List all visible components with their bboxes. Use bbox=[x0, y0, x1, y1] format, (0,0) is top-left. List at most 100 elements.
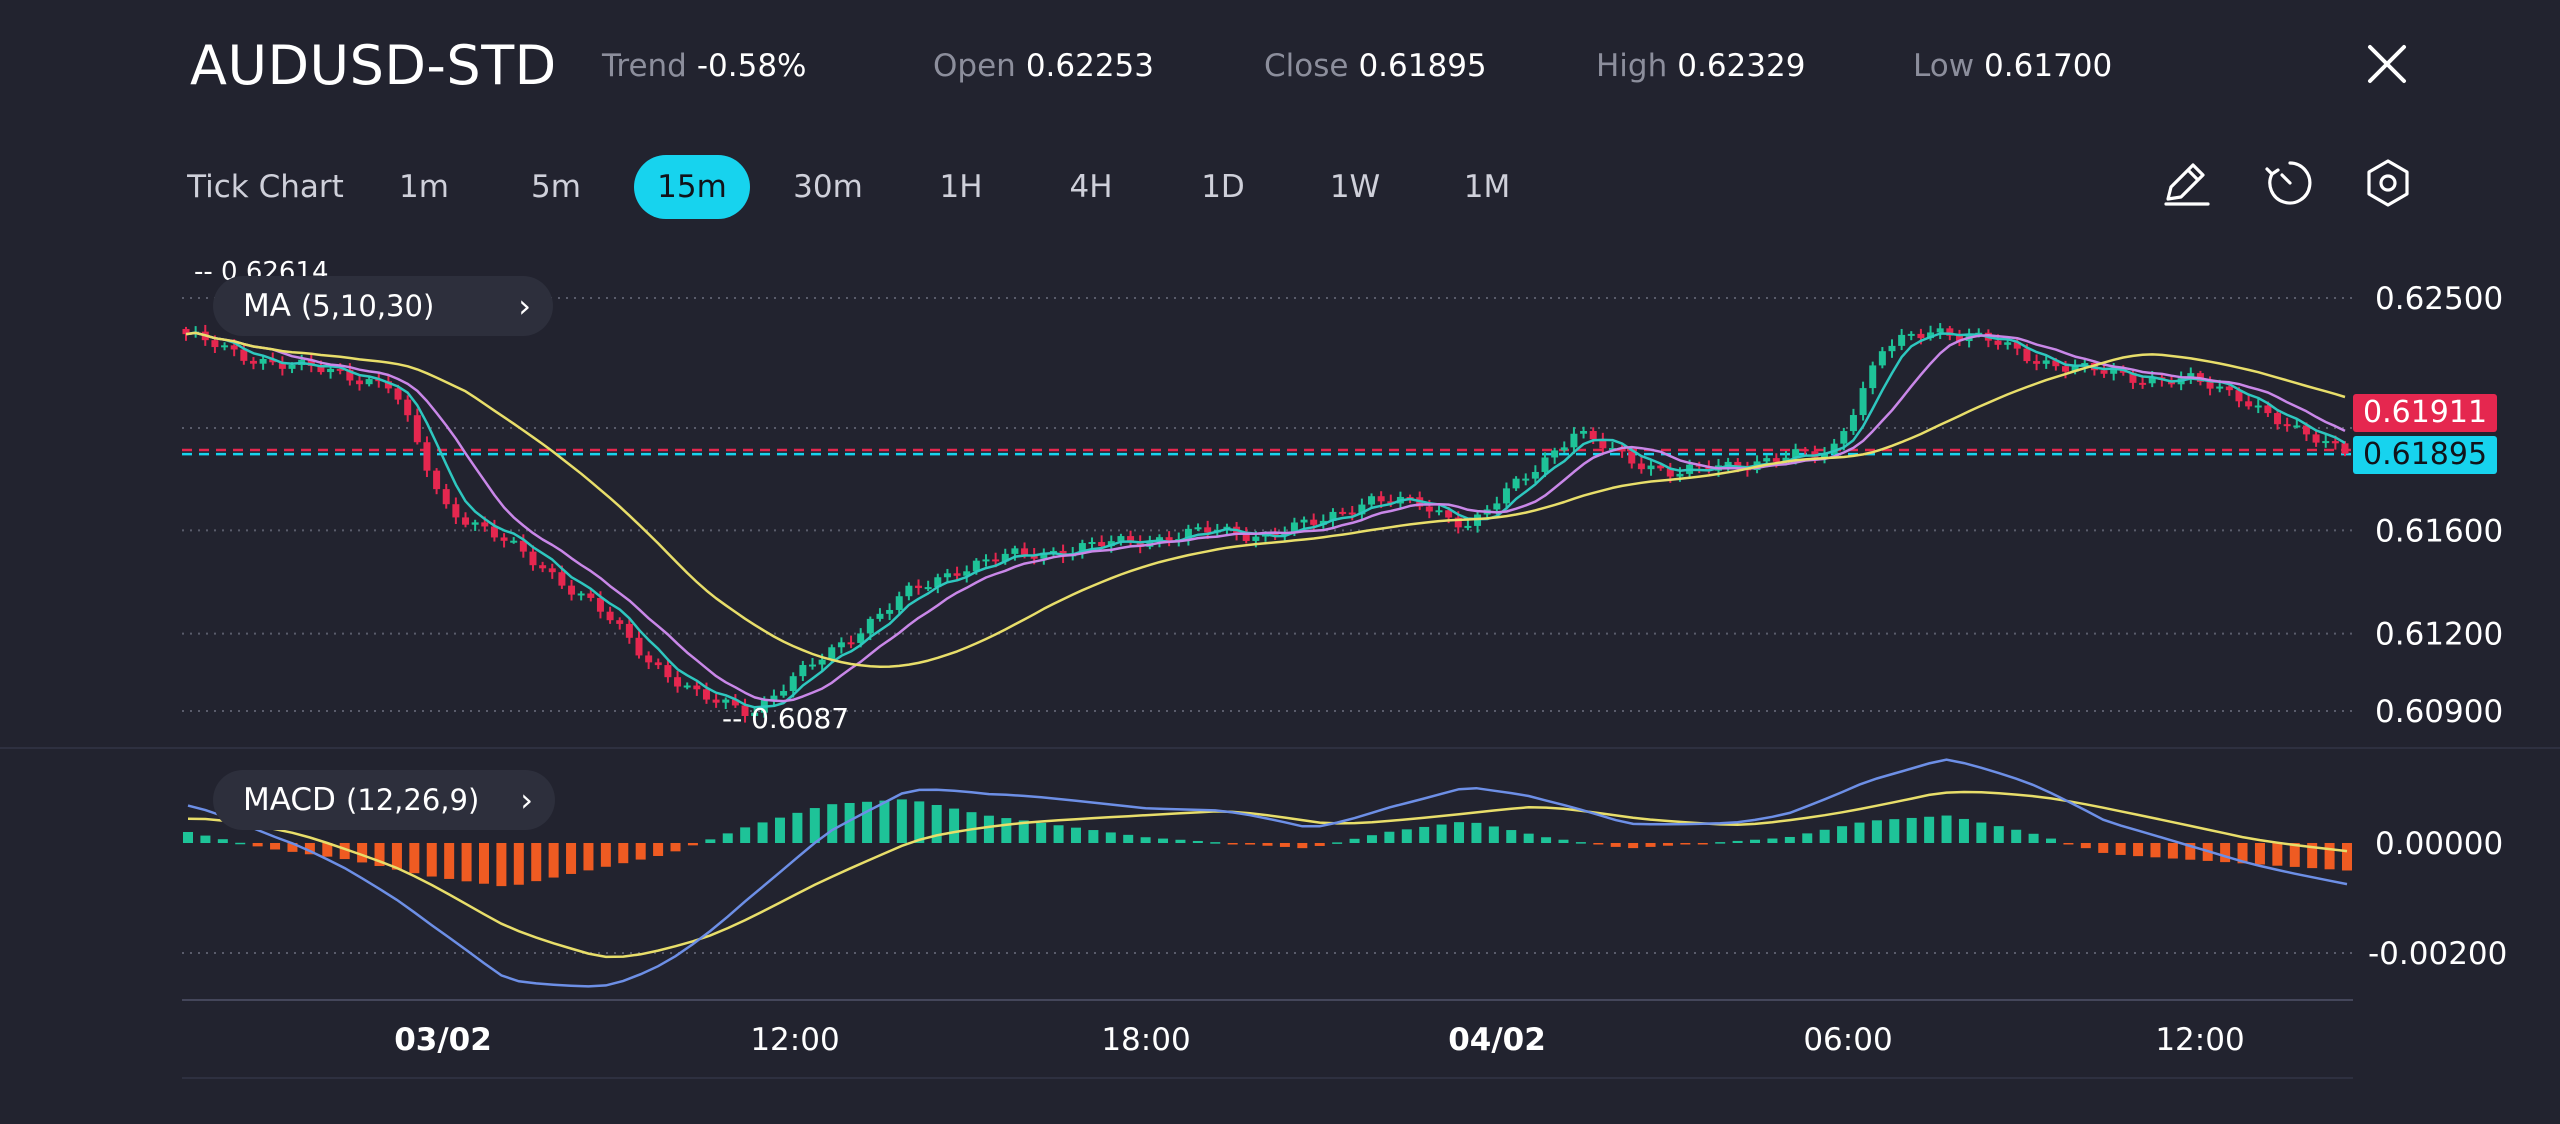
candle-body bbox=[1849, 415, 1857, 432]
timeframe-tick-chart[interactable]: Tick Chart bbox=[187, 169, 344, 205]
candle-body bbox=[664, 665, 672, 678]
candle-body bbox=[1030, 554, 1038, 559]
candle-body bbox=[886, 609, 894, 614]
close-icon[interactable] bbox=[2365, 42, 2409, 86]
candle-body bbox=[2283, 424, 2291, 427]
ma-label: MA bbox=[243, 288, 291, 324]
timeframe-1h[interactable]: 1H bbox=[939, 169, 983, 205]
pencil-icon[interactable] bbox=[2158, 155, 2214, 211]
stat-label: Low bbox=[1913, 48, 1975, 84]
timeframe-4h[interactable]: 4H bbox=[1069, 169, 1113, 205]
candle-body bbox=[2341, 443, 2349, 454]
candle-body bbox=[2013, 342, 2021, 349]
candle-body bbox=[741, 705, 749, 717]
macd-histogram-bar bbox=[426, 843, 437, 877]
candle-body bbox=[442, 489, 450, 505]
candle-body bbox=[481, 522, 489, 527]
chart-canvas[interactable]: 0.62500 0.61600 0.61200 0.60900 0.00000 -0.00… bbox=[0, 240, 2560, 1124]
timeframe-1m[interactable]: 1m bbox=[399, 169, 449, 205]
candle-body bbox=[943, 573, 951, 578]
candle-body bbox=[1242, 533, 1250, 541]
candle-body bbox=[1541, 457, 1549, 472]
macd-histogram-bar bbox=[1558, 839, 1569, 843]
macd-indicator-pill[interactable]: MACD (12,26,9) › bbox=[213, 770, 555, 830]
candle-body bbox=[770, 695, 778, 700]
macd-histogram-bar bbox=[1454, 822, 1465, 843]
macd-histogram-bar bbox=[774, 817, 785, 843]
macd-histogram-bar bbox=[270, 843, 281, 850]
timeframe-1mo[interactable]: 1M bbox=[1463, 169, 1511, 205]
macd-histogram-bar bbox=[1053, 825, 1064, 843]
candle-body bbox=[2331, 441, 2339, 444]
candle-body bbox=[924, 587, 932, 590]
macd-histogram-bar bbox=[1001, 818, 1012, 843]
candle-body bbox=[837, 642, 845, 648]
settings-icon[interactable] bbox=[2360, 155, 2416, 211]
candle-body bbox=[2225, 386, 2233, 391]
candle-body bbox=[413, 415, 421, 443]
stat-open: Open 0.62253 bbox=[933, 48, 1154, 84]
candle-body bbox=[2110, 369, 2118, 374]
timeframe-5m[interactable]: 5m bbox=[531, 169, 581, 205]
candle-body bbox=[2274, 413, 2282, 425]
candle-body bbox=[1425, 506, 1433, 512]
candle-body bbox=[1782, 457, 1790, 462]
macd-histogram-bar bbox=[653, 843, 664, 856]
macd-histogram-bar bbox=[1018, 820, 1029, 843]
macd-histogram-bar bbox=[1436, 824, 1447, 843]
macd-histogram-bar bbox=[1262, 843, 1273, 846]
stat-label: High bbox=[1596, 48, 1668, 84]
macd-histogram-bar bbox=[1784, 836, 1795, 843]
candle-body bbox=[1898, 334, 1906, 346]
macd-histogram-bar bbox=[1297, 843, 1308, 849]
macd-histogram-bar bbox=[322, 843, 333, 857]
macd-histogram-bar bbox=[792, 812, 803, 843]
candle-body bbox=[1801, 449, 1809, 452]
candle-body bbox=[2148, 377, 2156, 384]
macd-histogram-bar bbox=[2167, 843, 2178, 859]
y-tick-label: 0.61200 bbox=[2375, 617, 2503, 653]
macd-histogram-bar bbox=[444, 843, 455, 879]
macd-histogram-bar bbox=[2080, 843, 2091, 849]
macd-histogram-bar bbox=[687, 843, 698, 846]
macd-histogram-bar bbox=[705, 839, 716, 843]
candle-body bbox=[1955, 335, 1963, 342]
macd-histogram-bar bbox=[2063, 843, 2074, 845]
macd-histogram-bar bbox=[1976, 822, 1987, 843]
candle-body bbox=[1088, 542, 1096, 545]
macd-histogram-bar bbox=[740, 827, 751, 843]
macd-histogram-bar bbox=[2150, 843, 2161, 858]
macd-histogram-bar bbox=[896, 799, 907, 843]
macd-histogram-bar bbox=[1610, 843, 1621, 847]
clock-icon[interactable] bbox=[2262, 155, 2318, 211]
x-tick-label: 04/02 bbox=[1448, 1022, 1546, 1058]
macd-histogram-bar bbox=[1645, 843, 1656, 847]
macd-histogram-bar bbox=[2220, 843, 2231, 863]
timeframe-15m[interactable]: 15m bbox=[634, 155, 750, 219]
candle-body bbox=[384, 381, 392, 389]
macd-histogram-bar bbox=[2185, 843, 2196, 860]
macd-histogram-bar bbox=[304, 843, 315, 855]
candle-body bbox=[895, 596, 903, 610]
candle-body bbox=[1184, 528, 1192, 540]
candle-body bbox=[452, 504, 460, 518]
grid bbox=[0, 297, 2560, 1079]
ma-indicator-pill[interactable]: MA (5,10,30) › bbox=[213, 276, 553, 336]
macd-histogram-bar bbox=[1802, 833, 1813, 843]
timeframe-1d[interactable]: 1D bbox=[1201, 169, 1245, 205]
macd-histogram-bar bbox=[600, 843, 611, 867]
macd-histogram-bar bbox=[566, 843, 577, 874]
macd-histogram-bar bbox=[1332, 842, 1343, 844]
axis-labels: 0.62500 0.61600 0.61200 0.60900 0.00000 -0.00… bbox=[194, 257, 2507, 1058]
candle-body bbox=[1647, 465, 1655, 470]
candle-body bbox=[2023, 348, 2031, 362]
macd-histogram-bar bbox=[409, 843, 420, 874]
timeframe-30m[interactable]: 30m bbox=[793, 169, 863, 205]
candle-body bbox=[307, 359, 315, 366]
macd-histogram-bar bbox=[757, 822, 768, 843]
timeframe-1w[interactable]: 1W bbox=[1329, 169, 1381, 205]
candle-body bbox=[1522, 478, 1530, 481]
candle-body bbox=[1705, 466, 1713, 471]
macd-histogram-bar bbox=[1889, 819, 1900, 843]
candle-body bbox=[2216, 386, 2224, 389]
